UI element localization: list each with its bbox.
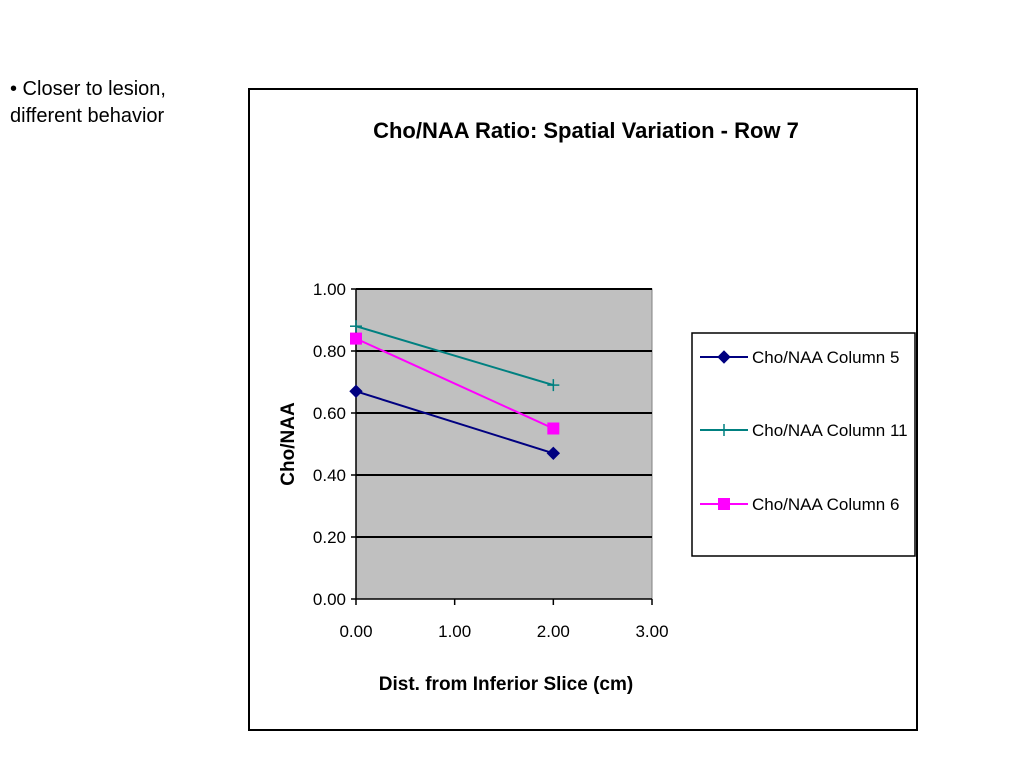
series-line-1 bbox=[355, 390, 554, 455]
x-tick-label: 2.00 bbox=[537, 622, 570, 641]
plot-area bbox=[355, 288, 653, 600]
series-1-point-1 bbox=[349, 384, 363, 399]
legend-swatch-marker bbox=[718, 424, 730, 436]
bullet-line-2: different behavior bbox=[10, 105, 165, 127]
legend-box bbox=[691, 332, 916, 557]
y-axis-title: Cho/NAA bbox=[278, 402, 299, 486]
legend-entry-3: Cho/NAA Column 6 bbox=[700, 495, 899, 514]
y-tick-label: 0.20 bbox=[313, 528, 346, 547]
series-2-point-1 bbox=[350, 320, 362, 333]
series-line-2 bbox=[355, 325, 554, 387]
series-line-3 bbox=[355, 337, 554, 430]
y-tick-label: 1.00 bbox=[313, 280, 346, 299]
legend-entry-1: Cho/NAA Column 5 bbox=[700, 348, 899, 367]
legend-swatch-marker bbox=[717, 350, 731, 364]
bullet-note: • Closer to lesion, different behavior bbox=[10, 76, 240, 130]
legend-label: Cho/NAA Column 6 bbox=[752, 495, 899, 514]
chart-frame: Cho/NAA Ratio: Spatial Variation - Row 7… bbox=[248, 88, 918, 731]
x-tick-label: 3.00 bbox=[635, 622, 668, 641]
x-tick-label: 0.00 bbox=[339, 622, 372, 641]
series-1-point-2 bbox=[546, 446, 561, 461]
series-3-point-2 bbox=[547, 422, 560, 435]
legend: Cho/NAA Column 5 Cho/NAA Column 11 Cho/NAA… bbox=[691, 332, 916, 557]
series-3-point-1 bbox=[350, 332, 362, 345]
bullet-line-1: • Closer to lesion, bbox=[10, 78, 166, 100]
legend-label: Cho/NAA Column 5 bbox=[752, 348, 899, 367]
x-tick-label: 1.00 bbox=[438, 622, 471, 641]
y-tick-label: 0.40 bbox=[313, 466, 346, 485]
series-2-point-2 bbox=[547, 379, 560, 392]
line-chart: Cho/NAA Ratio: Spatial Variation - Row 7… bbox=[278, 118, 916, 695]
y-tick-label: 0.00 bbox=[313, 590, 346, 609]
chart-title: Cho/NAA Ratio: Spatial Variation - Row 7 bbox=[373, 118, 799, 143]
y-tick-label: 0.60 bbox=[313, 404, 346, 423]
y-tick-label: 0.80 bbox=[313, 342, 346, 361]
legend-entry-2: Cho/NAA Column 11 bbox=[700, 421, 908, 440]
legend-swatch-marker bbox=[718, 498, 730, 510]
x-axis-title: Dist. from Inferior Slice (cm) bbox=[379, 674, 633, 695]
legend-label: Cho/NAA Column 11 bbox=[752, 421, 908, 440]
